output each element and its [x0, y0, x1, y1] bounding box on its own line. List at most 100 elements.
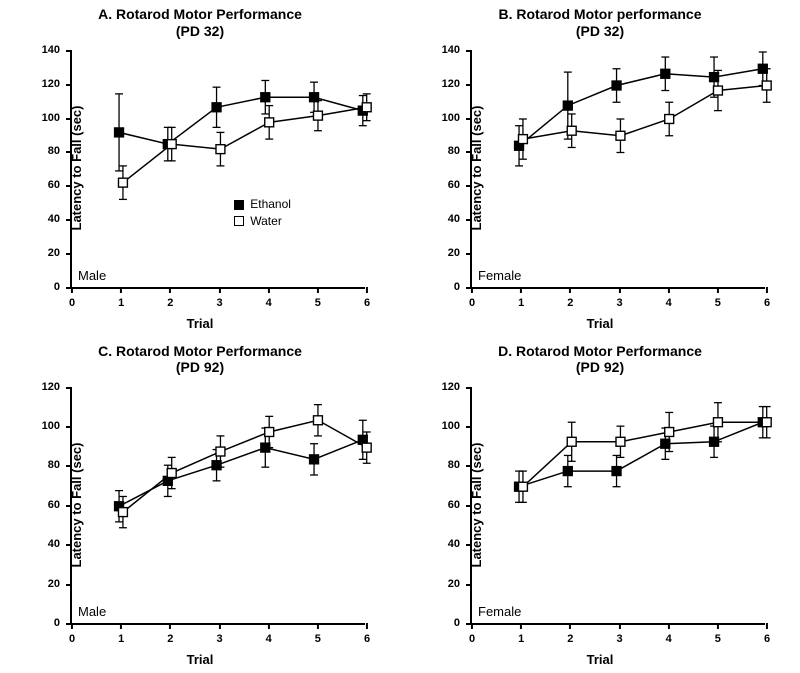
series-line-water	[123, 107, 367, 182]
title-line-1: A. Rotarod Motor Performance	[98, 6, 302, 22]
y-tick: 20	[448, 578, 460, 590]
y-tick: 60	[448, 499, 460, 511]
x-tick: 2	[167, 633, 173, 645]
legend-label: Ethanol	[250, 196, 291, 213]
series-line-ethanol	[119, 439, 363, 505]
y-tick: 100	[42, 112, 60, 124]
marker-water	[713, 86, 722, 95]
x-tick: 0	[469, 297, 475, 309]
marker-water	[118, 507, 127, 516]
x-tick: 3	[216, 297, 222, 309]
x-tick: 4	[666, 297, 672, 309]
marker-water	[665, 115, 674, 124]
x-axis-label: Trial	[400, 652, 800, 667]
marker-water	[762, 81, 771, 90]
y-tick: 20	[48, 578, 60, 590]
title-line-2: (PD 92)	[400, 359, 800, 376]
x-tick: 5	[715, 633, 721, 645]
legend: EthanolWater	[234, 196, 291, 230]
x-tick: 6	[364, 633, 370, 645]
marker-ethanol	[212, 103, 221, 112]
marker-water	[216, 145, 225, 154]
marker-water	[713, 417, 722, 426]
title-line-2: (PD 32)	[0, 23, 400, 40]
marker-water	[362, 103, 371, 112]
x-tick: 0	[69, 297, 75, 309]
x-tick: 0	[469, 633, 475, 645]
marker-ethanol	[563, 101, 572, 110]
x-tick: 3	[616, 297, 622, 309]
series-svg	[472, 52, 765, 287]
marker-ethanol	[212, 460, 221, 469]
legend-swatch	[234, 200, 244, 210]
marker-water	[567, 126, 576, 135]
marker-water	[216, 447, 225, 456]
legend-item-water: Water	[234, 213, 291, 230]
x-tick: 5	[315, 297, 321, 309]
series-svg	[72, 52, 365, 287]
series-svg	[72, 389, 365, 624]
plot-area: 0204060801001200123456Male	[70, 389, 365, 626]
panel-grid: A. Rotarod Motor Performance(PD 32)Laten…	[0, 0, 800, 673]
marker-water	[313, 111, 322, 120]
x-axis-label: Trial	[0, 652, 400, 667]
x-axis-label: Trial	[400, 316, 800, 331]
panel-C: C. Rotarod Motor Performance(PD 92)Laten…	[0, 337, 400, 673]
panel-A: A. Rotarod Motor Performance(PD 32)Laten…	[0, 0, 400, 337]
x-tick: 2	[567, 633, 573, 645]
y-tick: 80	[448, 145, 460, 157]
series-line-water	[123, 420, 367, 512]
y-tick: 40	[48, 538, 60, 550]
x-tick: 6	[364, 297, 370, 309]
plot-area: 0204060801001201400123456MaleEthanolWate…	[70, 52, 365, 289]
title-line-2: (PD 32)	[400, 23, 800, 40]
x-axis-label: Trial	[0, 316, 400, 331]
y-tick: 60	[48, 499, 60, 511]
x-tick: 6	[764, 297, 770, 309]
x-tick: 6	[764, 633, 770, 645]
y-tick: 140	[442, 44, 460, 56]
marker-water	[665, 427, 674, 436]
y-tick: 80	[48, 459, 60, 471]
marker-ethanol	[612, 81, 621, 90]
series-line-ethanol	[519, 422, 763, 486]
x-tick: 4	[266, 633, 272, 645]
panel-title: A. Rotarod Motor Performance(PD 32)	[0, 6, 400, 40]
y-tick: 0	[54, 281, 60, 293]
legend-swatch	[234, 216, 244, 226]
x-tick: 5	[315, 633, 321, 645]
y-tick: 0	[454, 281, 460, 293]
y-tick: 100	[442, 420, 460, 432]
panel-title: D. Rotarod Motor Performance(PD 92)	[400, 343, 800, 377]
x-tick: 4	[666, 633, 672, 645]
x-tick: 5	[715, 297, 721, 309]
legend-item-ethanol: Ethanol	[234, 196, 291, 213]
marker-ethanol	[563, 466, 572, 475]
x-tick: 3	[616, 633, 622, 645]
marker-water	[265, 427, 274, 436]
y-tick: 40	[448, 538, 460, 550]
y-tick: 0	[454, 617, 460, 629]
x-tick: 2	[167, 297, 173, 309]
marker-ethanol	[661, 69, 670, 78]
y-tick: 140	[42, 44, 60, 56]
title-line-1: D. Rotarod Motor Performance	[498, 343, 702, 359]
title-line-1: B. Rotarod Motor performance	[498, 6, 701, 22]
marker-ethanol	[115, 128, 124, 137]
marker-ethanol	[612, 466, 621, 475]
x-tick: 1	[118, 633, 124, 645]
marker-water	[616, 131, 625, 140]
panel-title: B. Rotarod Motor performance(PD 32)	[400, 6, 800, 40]
y-tick: 80	[448, 459, 460, 471]
figure: A. Rotarod Motor Performance(PD 32)Laten…	[0, 0, 800, 673]
marker-ethanol	[261, 93, 270, 102]
y-tick: 120	[442, 78, 460, 90]
y-tick: 60	[448, 179, 460, 191]
y-tick: 0	[54, 617, 60, 629]
marker-water	[313, 415, 322, 424]
panel-D: D. Rotarod Motor Performance(PD 92)Laten…	[400, 337, 800, 673]
panel-title: C. Rotarod Motor Performance(PD 92)	[0, 343, 400, 377]
y-tick: 20	[448, 247, 460, 259]
y-tick: 40	[48, 213, 60, 225]
marker-water	[265, 118, 274, 127]
